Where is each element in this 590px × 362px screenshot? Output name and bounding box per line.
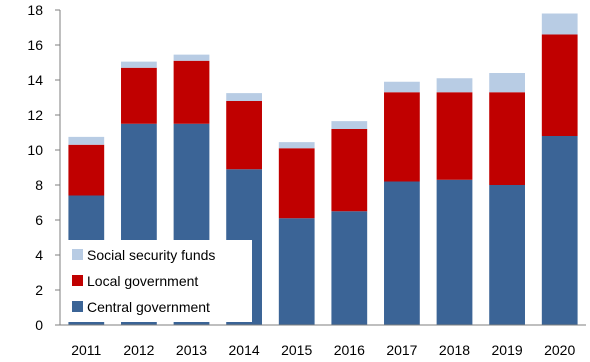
bar-local-government-2015 bbox=[278, 148, 315, 219]
bar-social-security-funds-2011 bbox=[68, 136, 105, 145]
legend-label-social-security-funds: Social security funds bbox=[87, 247, 215, 263]
bar-central-government-2017 bbox=[384, 181, 420, 325]
legend-label-local-government: Local government bbox=[87, 273, 198, 289]
legend-background bbox=[62, 240, 252, 322]
bar-social-security-funds-2020 bbox=[541, 13, 578, 35]
bar-local-government-2020 bbox=[541, 34, 578, 136]
bar-local-government-2016 bbox=[331, 129, 368, 212]
bar-social-security-funds-2015 bbox=[278, 142, 315, 149]
bar-central-government-2018 bbox=[436, 179, 473, 325]
y-tick-label-12: 12 bbox=[27, 107, 43, 123]
y-tick-label-14: 14 bbox=[27, 72, 43, 88]
legend-swatch-local-government bbox=[72, 275, 83, 286]
x-tick-label-2015: 2015 bbox=[281, 342, 312, 358]
axes-group: 2011 2012 2013 2014 2015 2016 2017 2018 2019 2020… bbox=[27, 2, 586, 358]
y-tick-label-6: 6 bbox=[35, 212, 43, 228]
x-tick-label-2012: 2012 bbox=[123, 342, 154, 358]
bar-social-security-funds-2016 bbox=[331, 121, 368, 129]
y-tick-label-18: 18 bbox=[27, 2, 43, 18]
x-tick-label-2017: 2017 bbox=[386, 342, 417, 358]
x-tick-label-2020: 2020 bbox=[544, 342, 575, 358]
bar-social-security-funds-2014 bbox=[226, 93, 262, 101]
y-tick-label-16: 16 bbox=[27, 37, 43, 53]
y-tick-label-8: 8 bbox=[35, 177, 43, 193]
x-tick-label-2019: 2019 bbox=[492, 342, 523, 358]
x-tick-label-2013: 2013 bbox=[176, 342, 207, 358]
y-tick-label-10: 10 bbox=[27, 142, 43, 158]
legend: Social security funds Local government Cen… bbox=[62, 240, 252, 322]
bar-social-security-funds-2018 bbox=[436, 78, 473, 93]
bar-local-government-2014 bbox=[226, 101, 262, 170]
bar-local-government-2013 bbox=[173, 60, 210, 124]
bar-local-government-2018 bbox=[436, 92, 473, 180]
bar-social-security-funds-2019 bbox=[489, 73, 525, 93]
bar-central-government-2015 bbox=[278, 218, 315, 325]
bar-central-government-2016 bbox=[331, 211, 368, 325]
bar-local-government-2017 bbox=[384, 92, 420, 182]
x-tick-label-2014: 2014 bbox=[229, 342, 260, 358]
bar-local-government-2012 bbox=[121, 67, 157, 124]
bar-social-security-funds-2012 bbox=[121, 61, 157, 68]
bar-local-government-2011 bbox=[68, 144, 105, 196]
y-tick-label-0: 0 bbox=[35, 317, 43, 333]
legend-swatch-social-security-funds bbox=[72, 249, 83, 260]
x-tick-label-2011: 2011 bbox=[71, 342, 101, 358]
legend-label-central-government: Central government bbox=[87, 299, 210, 315]
bar-local-government-2019 bbox=[489, 92, 525, 185]
bar-central-government-2019 bbox=[489, 185, 525, 325]
x-tick-label-2018: 2018 bbox=[439, 342, 470, 358]
x-tick-label-2016: 2016 bbox=[334, 342, 365, 358]
legend-swatch-central-government bbox=[72, 301, 83, 312]
y-tick-label-4: 4 bbox=[35, 247, 43, 263]
y-tick-label-2: 2 bbox=[35, 282, 43, 298]
bar-social-security-funds-2013 bbox=[173, 54, 210, 61]
bar-central-government-2020 bbox=[541, 136, 578, 325]
bar-social-security-funds-2017 bbox=[384, 81, 420, 93]
